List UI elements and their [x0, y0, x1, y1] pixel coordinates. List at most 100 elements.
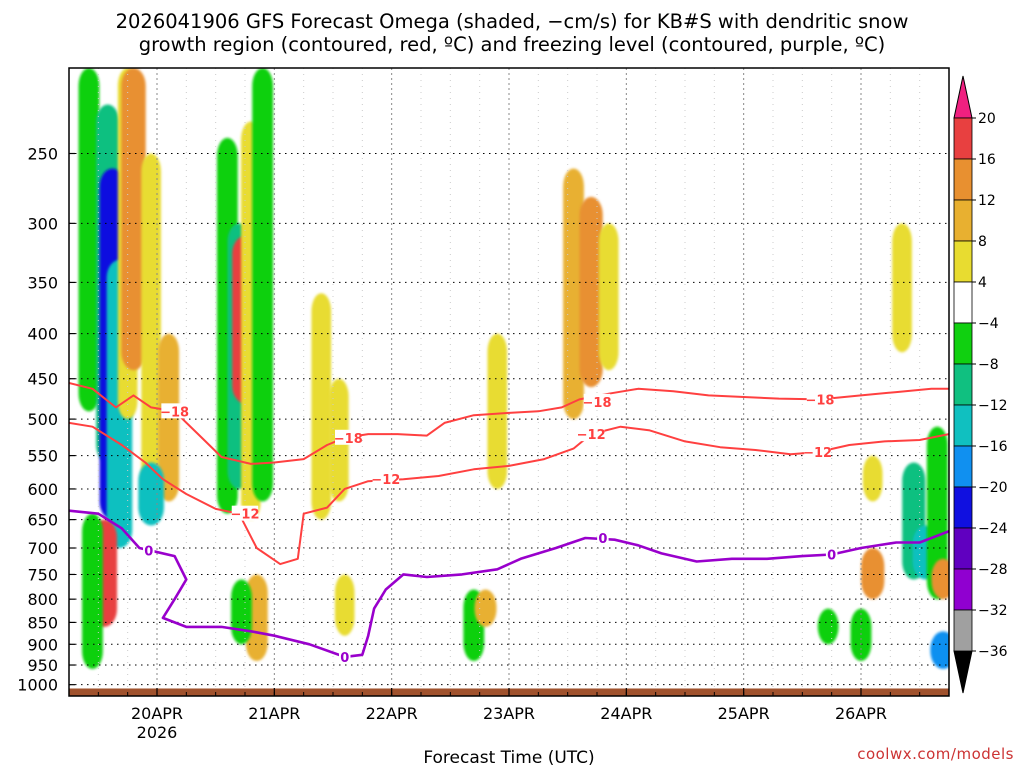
colorbar-segment-0 — [953, 117, 973, 160]
colorbar-label-3: 8 — [978, 234, 987, 250]
y-tick-label-650: 650 — [27, 511, 58, 530]
omega-cell-28 — [817, 608, 839, 645]
y-tick-label-600: 600 — [27, 480, 58, 499]
omega-cell-20 — [334, 574, 355, 636]
colorbar-label-7: −12 — [978, 398, 1008, 414]
omega-cell-33 — [926, 426, 948, 600]
contour-line-2 — [69, 509, 949, 659]
colorbar-top-arrow — [953, 75, 973, 119]
y-tick-label-450: 450 — [27, 370, 58, 389]
colorbar-segment-5 — [953, 322, 973, 365]
x-tick-label-25: 25APR — [718, 704, 770, 723]
colorbar-label-10: −24 — [978, 521, 1008, 537]
omega-cell-30 — [861, 548, 885, 600]
contour-label-bg-0-2 — [583, 393, 611, 409]
omega-cell-21 — [487, 333, 508, 489]
y-tick-label-400: 400 — [27, 325, 58, 344]
omega-cell-35 — [930, 631, 949, 670]
y-tick-label-350: 350 — [27, 273, 58, 292]
colorbar-segment-11 — [953, 568, 973, 611]
contour-label-0-2: −18 — [583, 396, 612, 411]
contour-label-bg-1-2 — [577, 426, 605, 442]
colorbar-label-11: −28 — [978, 562, 1008, 578]
omega-cell-24 — [563, 168, 584, 420]
y-tick-label-900: 900 — [27, 635, 58, 654]
colorbar-segment-6 — [953, 363, 973, 406]
colorbar-label-0: 20 — [978, 111, 996, 127]
contour-label-bg-2-3 — [825, 546, 838, 562]
y-tick-label-800: 800 — [27, 590, 58, 609]
contour-label-bg-0-1 — [335, 429, 362, 445]
y-axis: 250 300 350 400 450 500 550 600 650 700 750 800 850 9… — [17, 144, 75, 695]
colorbar-bottom-arrow — [953, 650, 973, 694]
contour-label-2-1: 0 — [340, 651, 349, 666]
omega-cell-34 — [931, 558, 949, 600]
chart-title-line-2: growth region (contoured, red, ºC) and f… — [139, 33, 886, 56]
contour-label-2-0: 0 — [144, 545, 153, 560]
x-tick-label-22: 22APR — [366, 704, 418, 723]
contour-label-bg-1-3 — [804, 444, 831, 460]
contour-layer: −18 −18 −18 −18 −12 −12 −12 −12 0 0 0 0 — [69, 382, 949, 666]
omega-cell-23 — [474, 589, 497, 627]
y-tick-label-950: 950 — [27, 656, 58, 675]
contour-label-1-1: −12 — [371, 473, 400, 488]
omega-cell-25 — [579, 196, 603, 388]
colorbar-segment-2 — [953, 199, 973, 242]
contour-label-0-0: −18 — [160, 405, 189, 420]
contour-label-1-3: −12 — [803, 446, 832, 461]
colorbar-label-12: −32 — [978, 603, 1008, 619]
contour-label-2-2: 0 — [598, 532, 607, 547]
y-tick-label-250: 250 — [27, 144, 58, 163]
colorbar-label-4: 4 — [978, 275, 987, 291]
chart-title-line-1: 2026041906 GFS Forecast Omega (shaded, −… — [116, 10, 909, 33]
x-tick-label-24: 24APR — [600, 704, 652, 723]
omega-cell-9 — [82, 513, 103, 670]
colorbar-label-2: 12 — [978, 193, 996, 209]
colorbar-label-8: −16 — [978, 439, 1008, 455]
y-tick-label-750: 750 — [27, 565, 58, 584]
omega-cell-26 — [598, 223, 619, 371]
y-tick-label-550: 550 — [27, 447, 58, 466]
omega-cell-29 — [862, 455, 883, 502]
omega-cell-36 — [892, 223, 912, 353]
omega-cell-10 — [138, 462, 164, 526]
contour-label-1-2: −12 — [577, 428, 606, 443]
x-tick-sublabel-20: 2026 — [137, 723, 178, 742]
x-tick-label-21: 21APR — [248, 704, 300, 723]
contour-label-bg-1-0 — [231, 505, 259, 521]
colorbar: 20 16 12 8 4 −4 −8 −12 −16 −20 −24 −28 −32 −36 — [953, 75, 1008, 694]
contour-label-bg-0-3 — [806, 391, 834, 407]
colorbar-label-9: −20 — [978, 480, 1008, 496]
omega-cell-17 — [231, 579, 252, 645]
omega-cell-6 — [141, 153, 161, 520]
colorbar-label-5: −4 — [978, 316, 999, 332]
x-tick-label-23: 23APR — [483, 704, 535, 723]
contour-label-bg-0-0 — [161, 403, 188, 419]
y-tick-label-300: 300 — [27, 214, 58, 233]
omega-cell-15 — [252, 68, 273, 502]
colorbar-segment-9 — [953, 486, 973, 529]
contour-label-0-1: −18 — [334, 432, 363, 447]
colorbar-segment-4 — [953, 281, 973, 324]
x-axis-title: Forecast Time (UTC) — [423, 748, 594, 768]
x-tick-label-20: 20APR — [131, 704, 183, 723]
plot-area — [69, 68, 949, 696]
contour-line-1 — [69, 421, 949, 566]
contour-line-0 — [69, 382, 949, 465]
colorbar-label-6: −8 — [978, 357, 999, 373]
colorbar-segment-7 — [953, 404, 973, 447]
contour-label-bg-2-0 — [143, 542, 155, 558]
colorbar-label-13: −36 — [978, 644, 1008, 660]
omega-cell-5 — [121, 68, 146, 371]
x-tick-label-26: 26APR — [835, 704, 887, 723]
colorbar-segment-3 — [953, 240, 973, 283]
contour-label-bg-1-1 — [372, 471, 400, 487]
credit-text: coolwx.com/models — [857, 745, 1014, 763]
contour-label-1-0: −12 — [231, 508, 260, 523]
contour-label-bg-2-1 — [338, 648, 351, 664]
y-tick-label-500: 500 — [27, 410, 58, 429]
y-tick-label-1000: 1000 — [17, 676, 58, 695]
colorbar-segment-12 — [953, 609, 973, 652]
